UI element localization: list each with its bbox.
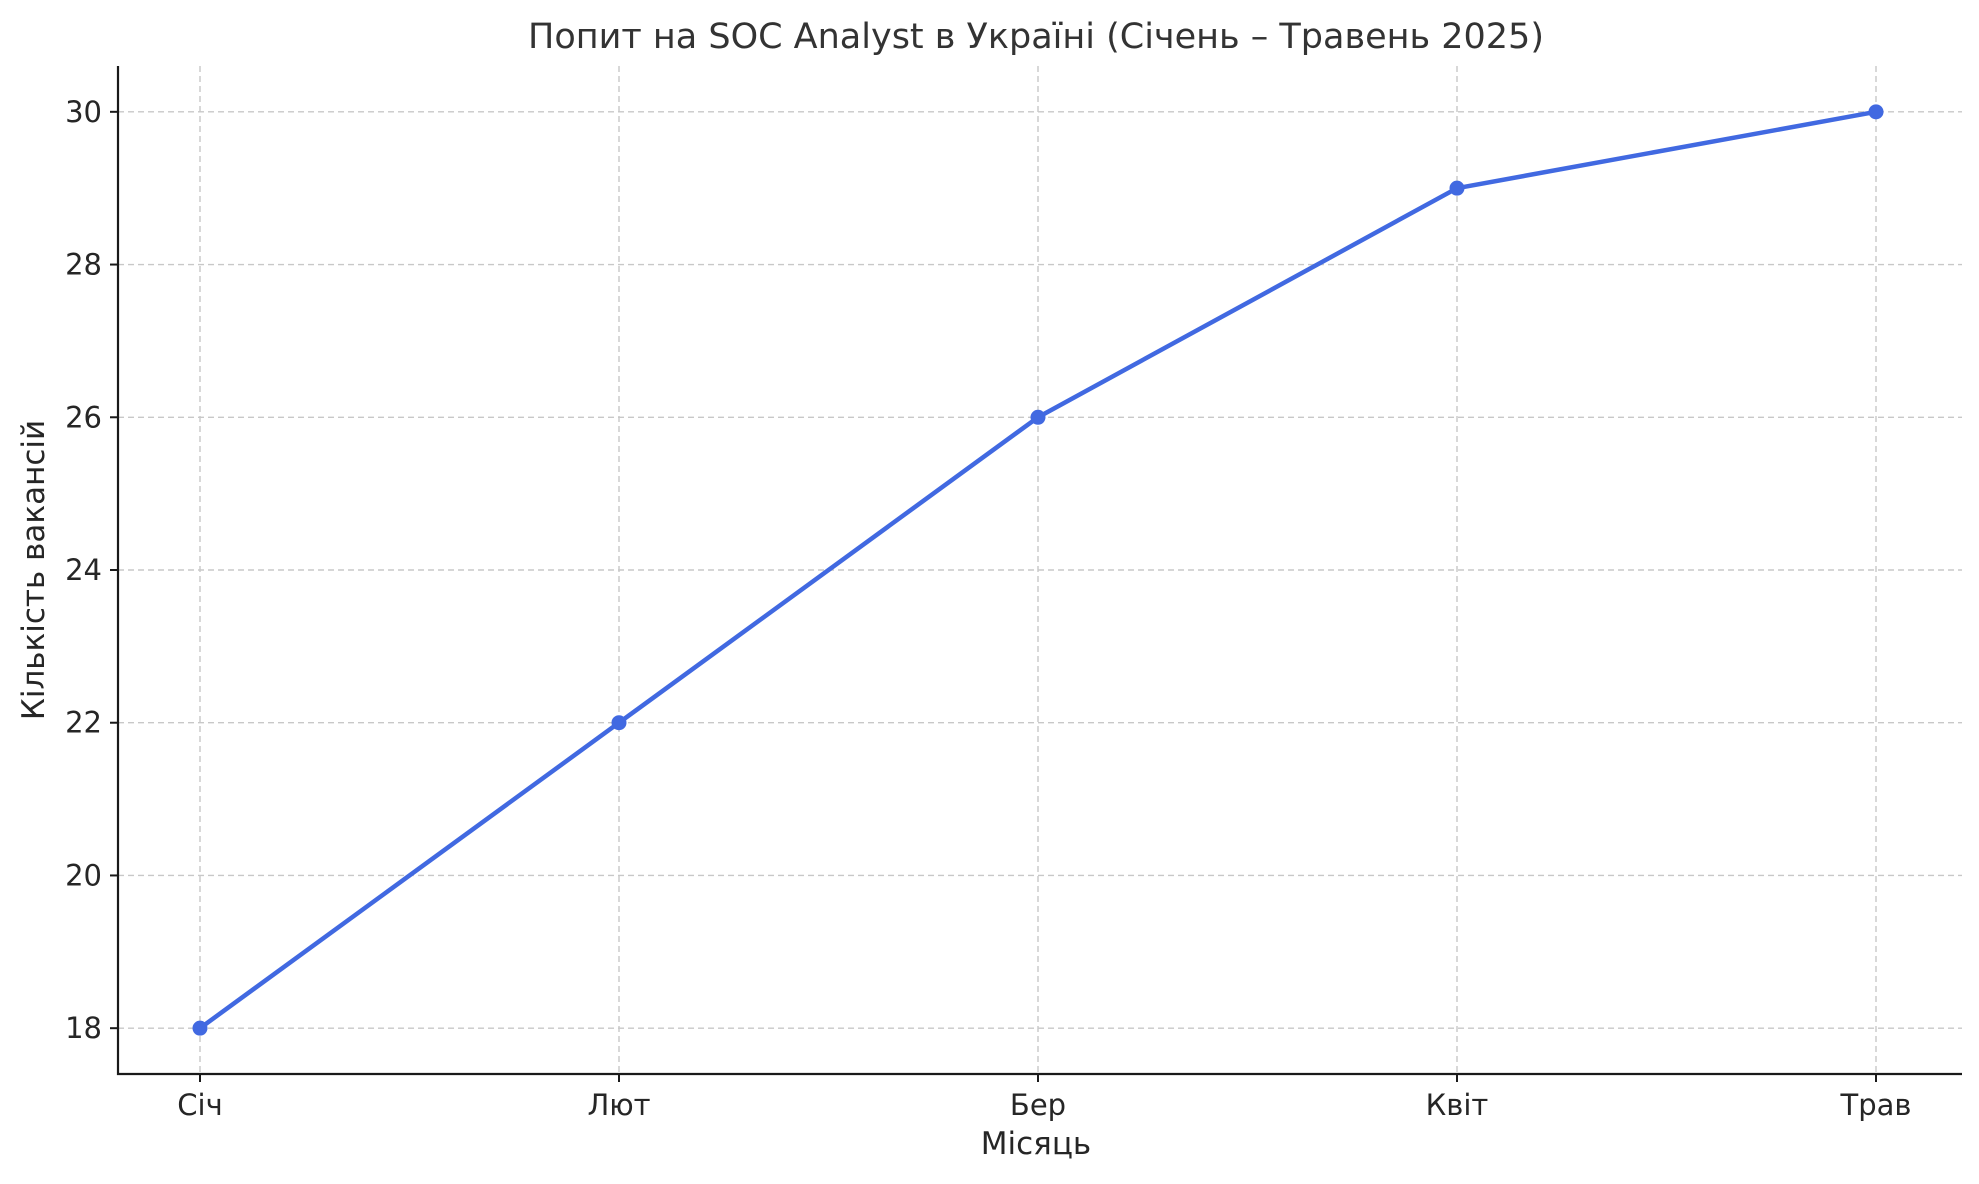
axes-layer <box>116 66 1962 1076</box>
data-point <box>1868 104 1884 120</box>
y-tick-label: 28 <box>65 248 102 282</box>
x-tick-label: Січ <box>177 1088 222 1122</box>
y-axis-label: Кількість вакансій <box>16 420 52 720</box>
x-tick-label: Квіт <box>1426 1088 1489 1122</box>
axis-spines <box>116 66 1962 1076</box>
y-tick-label: 20 <box>65 858 102 892</box>
x-tick-label: Бер <box>1010 1088 1066 1122</box>
x-tick-label: Трав <box>1840 1088 1912 1122</box>
y-tick-label: 24 <box>65 553 102 587</box>
data-point <box>1030 409 1046 425</box>
y-tick-label: 26 <box>65 400 102 434</box>
series-layer <box>192 104 1884 1036</box>
y-tick-label: 18 <box>65 1011 102 1045</box>
y-tick-label: 22 <box>65 706 102 740</box>
x-tick-label: Лют <box>587 1088 650 1122</box>
x-axis-label: Місяць <box>981 1126 1091 1162</box>
grid-layer <box>118 66 1962 1074</box>
ticks-layer: 18 20 22 24 26 28 30 Січ Лют Бер Квіт Трав <box>65 95 1911 1122</box>
data-point <box>1449 180 1465 196</box>
y-tick-label: 30 <box>65 95 102 129</box>
data-point <box>611 715 627 731</box>
data-point <box>192 1020 208 1036</box>
chart-title: Попит на SOC Analyst в Україні (Січень –… <box>528 17 1544 57</box>
